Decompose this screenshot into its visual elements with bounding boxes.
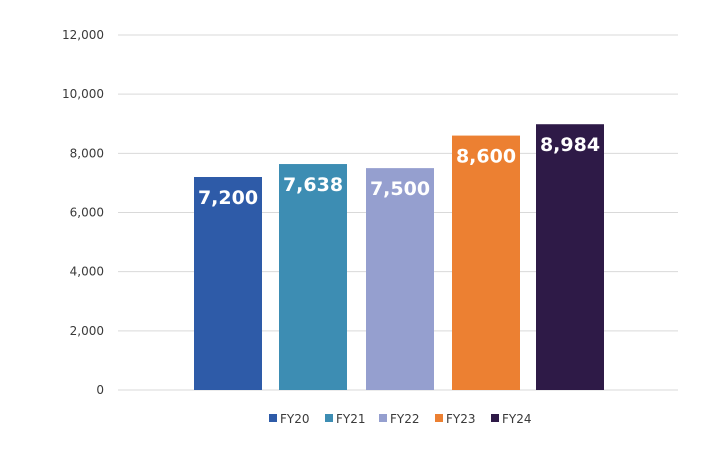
data-label: 7,638 bbox=[283, 174, 343, 196]
data-label: 8,984 bbox=[540, 134, 600, 156]
legend-label: FY23 bbox=[446, 412, 476, 426]
legend: FY20 FY21 FY22 FY23 FY24 bbox=[269, 412, 532, 426]
y-tick-label: 8,000 bbox=[70, 146, 104, 160]
legend-item: FY24 bbox=[491, 412, 532, 426]
y-tick-label: 12,000 bbox=[62, 28, 104, 42]
data-labels: 7,200 7,638 7,500 8,600 8,984 bbox=[198, 134, 600, 209]
legend-label: FY21 bbox=[336, 412, 366, 426]
data-label: 7,500 bbox=[370, 178, 430, 200]
legend-item: FY21 bbox=[325, 412, 366, 426]
legend-swatch bbox=[325, 414, 333, 422]
legend-label: FY22 bbox=[390, 412, 420, 426]
bar-fy23 bbox=[452, 135, 520, 390]
legend-swatch bbox=[435, 414, 443, 422]
y-tick-label: 10,000 bbox=[62, 87, 104, 101]
legend-label: FY24 bbox=[502, 412, 532, 426]
y-tick-label: 2,000 bbox=[70, 324, 104, 338]
bar-fy24 bbox=[536, 124, 604, 391]
y-tick-label: 0 bbox=[96, 383, 104, 397]
bar-fy22 bbox=[366, 168, 434, 390]
bars bbox=[194, 124, 604, 391]
bar-fy20 bbox=[194, 177, 262, 390]
data-label: 8,600 bbox=[456, 146, 516, 168]
legend-item: FY23 bbox=[435, 412, 476, 426]
y-tick-label: 4,000 bbox=[70, 265, 104, 279]
y-axis-tick-labels: 0 2,000 4,000 6,000 8,000 10,000 12,000 bbox=[62, 28, 104, 397]
legend-swatch bbox=[269, 414, 277, 422]
y-tick-label: 6,000 bbox=[70, 206, 104, 220]
bar-fy21 bbox=[279, 164, 347, 390]
data-label: 7,200 bbox=[198, 187, 258, 209]
legend-swatch bbox=[491, 414, 499, 422]
legend-swatch bbox=[379, 414, 387, 422]
legend-item: FY20 bbox=[269, 412, 310, 426]
legend-item: FY22 bbox=[379, 412, 420, 426]
legend-label: FY20 bbox=[280, 412, 310, 426]
